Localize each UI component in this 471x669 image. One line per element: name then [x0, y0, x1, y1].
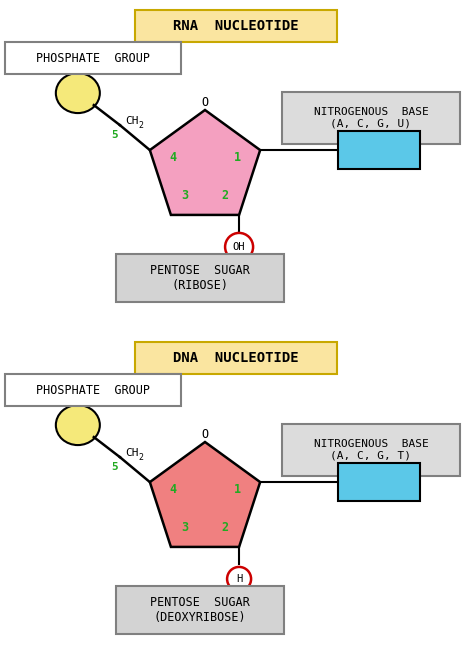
- Polygon shape: [150, 110, 260, 215]
- Text: PENTOSE  SUGAR
(RIBOSE): PENTOSE SUGAR (RIBOSE): [150, 264, 250, 292]
- Ellipse shape: [56, 73, 100, 113]
- FancyBboxPatch shape: [338, 463, 420, 501]
- Text: 2: 2: [139, 452, 144, 462]
- Text: DNA  NUCLEOTIDE: DNA NUCLEOTIDE: [173, 351, 298, 365]
- Text: CH: CH: [125, 116, 138, 126]
- Text: NITROGENOUS  BASE
(A, C, G, T): NITROGENOUS BASE (A, C, G, T): [314, 440, 429, 461]
- Ellipse shape: [56, 405, 100, 445]
- Text: RNA  NUCLEOTIDE: RNA NUCLEOTIDE: [173, 19, 298, 33]
- Circle shape: [227, 567, 251, 591]
- Text: OH: OH: [233, 242, 245, 252]
- FancyBboxPatch shape: [135, 342, 336, 374]
- Text: 2: 2: [139, 120, 144, 130]
- Text: 4: 4: [170, 151, 177, 164]
- FancyBboxPatch shape: [5, 42, 181, 74]
- Text: PHOSPHATE  GROUP: PHOSPHATE GROUP: [36, 383, 150, 397]
- Text: 3: 3: [182, 189, 189, 202]
- Text: H: H: [236, 574, 242, 584]
- Circle shape: [225, 233, 253, 261]
- Text: 1: 1: [234, 151, 241, 164]
- Text: 5: 5: [112, 130, 118, 140]
- FancyBboxPatch shape: [338, 131, 420, 169]
- Text: NITROGENOUS  BASE
(A, C, G, U): NITROGENOUS BASE (A, C, G, U): [314, 107, 429, 129]
- Polygon shape: [150, 442, 260, 547]
- Text: CH: CH: [125, 448, 138, 458]
- Text: 1: 1: [234, 483, 241, 496]
- Text: 3: 3: [182, 520, 189, 534]
- FancyBboxPatch shape: [5, 374, 181, 406]
- Text: 2: 2: [221, 520, 228, 534]
- FancyBboxPatch shape: [282, 92, 460, 144]
- Text: O: O: [202, 96, 209, 108]
- FancyBboxPatch shape: [282, 424, 460, 476]
- Text: PHOSPHATE  GROUP: PHOSPHATE GROUP: [36, 52, 150, 64]
- Text: 5: 5: [112, 462, 118, 472]
- FancyBboxPatch shape: [116, 586, 284, 634]
- Text: 2: 2: [221, 189, 228, 202]
- Text: PENTOSE  SUGAR
(DEOXYRIBOSE): PENTOSE SUGAR (DEOXYRIBOSE): [150, 596, 250, 624]
- FancyBboxPatch shape: [135, 10, 336, 42]
- Text: 4: 4: [170, 483, 177, 496]
- FancyBboxPatch shape: [116, 254, 284, 302]
- Text: O: O: [202, 427, 209, 440]
